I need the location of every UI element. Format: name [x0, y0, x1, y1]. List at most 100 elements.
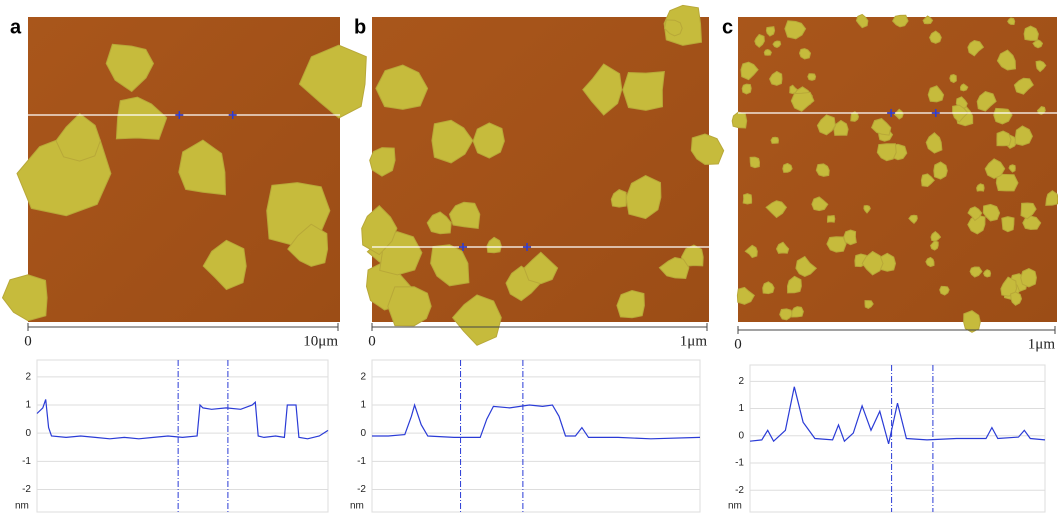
flake — [843, 229, 857, 246]
y-tick-label: 2 — [738, 376, 744, 387]
flake — [690, 133, 725, 166]
flake — [1020, 202, 1037, 220]
profile — [749, 386, 1046, 445]
y-tick-label: -1 — [735, 458, 744, 469]
flake — [298, 44, 367, 119]
flake — [523, 251, 559, 285]
flake — [430, 244, 470, 287]
flake — [876, 143, 897, 162]
flake — [930, 240, 939, 251]
flake — [871, 118, 892, 136]
flake — [855, 13, 869, 29]
flake — [939, 285, 950, 296]
scale-start: 0 — [24, 333, 32, 349]
flake — [779, 308, 794, 321]
y-unit: nm — [350, 501, 364, 512]
flake — [993, 107, 1013, 125]
profile — [36, 399, 329, 440]
flake — [769, 70, 783, 86]
flake — [933, 161, 948, 180]
flake — [976, 91, 997, 112]
flake — [930, 230, 942, 242]
flake — [486, 236, 502, 254]
flake — [815, 163, 830, 177]
flake — [982, 203, 1001, 222]
scale-bar — [27, 323, 339, 331]
flake — [1001, 216, 1015, 233]
scale-end: 1μm — [1028, 336, 1056, 352]
flake — [826, 236, 847, 253]
flake — [762, 281, 775, 295]
flake — [387, 286, 432, 327]
flake — [1, 274, 48, 322]
cursor-cross — [523, 243, 532, 251]
flake — [795, 255, 818, 278]
y-tick-label: 0 — [360, 428, 366, 439]
scale-bar — [371, 323, 708, 331]
flake — [472, 122, 505, 159]
flake — [1045, 190, 1058, 206]
flake — [782, 162, 793, 173]
flake — [893, 108, 904, 120]
flake — [959, 83, 969, 92]
flake — [361, 205, 398, 256]
flake — [967, 39, 985, 57]
flake — [1032, 39, 1044, 49]
flake — [922, 15, 934, 25]
flake — [984, 158, 1006, 180]
flake — [115, 96, 168, 140]
flake — [1023, 25, 1039, 41]
y-tick-label: -2 — [735, 485, 744, 496]
y-tick-label: 2 — [360, 372, 366, 383]
y-tick-label: 1 — [360, 400, 366, 411]
scale-bar — [737, 326, 1056, 334]
flake — [749, 156, 761, 169]
flake — [680, 244, 704, 267]
flake — [1014, 125, 1033, 146]
flake — [1035, 60, 1047, 73]
flake — [1013, 77, 1034, 95]
flake — [622, 71, 665, 111]
flake — [742, 193, 753, 205]
flake — [448, 201, 481, 230]
flake — [929, 30, 942, 44]
flake — [811, 196, 829, 212]
y-unit: nm — [728, 501, 742, 512]
flake — [995, 173, 1019, 192]
flake — [976, 183, 985, 192]
flake — [786, 275, 802, 294]
flake — [765, 200, 788, 219]
flake — [736, 286, 755, 305]
cursor-cross — [887, 109, 896, 117]
flake — [431, 119, 474, 164]
cursor-cross — [175, 111, 184, 119]
y-tick-label: 2 — [25, 372, 31, 383]
flake — [202, 239, 247, 291]
flake — [375, 64, 429, 110]
flake — [744, 244, 758, 259]
flake — [920, 173, 935, 188]
flake — [816, 114, 836, 136]
plot-frame — [749, 364, 1046, 513]
flake — [658, 256, 690, 280]
flake — [925, 256, 935, 268]
scale-end: 1μm — [680, 333, 708, 349]
plot-frame — [36, 359, 329, 513]
flake — [765, 26, 776, 37]
y-tick-label: -1 — [357, 456, 366, 467]
cursor-cross — [228, 111, 237, 119]
flake — [833, 119, 849, 136]
profile — [372, 402, 701, 440]
flake — [369, 147, 396, 177]
cursor-cross — [458, 243, 467, 251]
flake — [55, 112, 101, 162]
flake — [807, 73, 817, 81]
flake — [775, 241, 790, 254]
y-tick-label: -2 — [22, 484, 31, 495]
scale-start: 0 — [368, 333, 376, 349]
flake — [861, 250, 884, 276]
flake — [996, 49, 1017, 71]
flake — [789, 84, 798, 95]
scale-end: 10μm — [303, 333, 338, 349]
flake — [740, 61, 759, 81]
